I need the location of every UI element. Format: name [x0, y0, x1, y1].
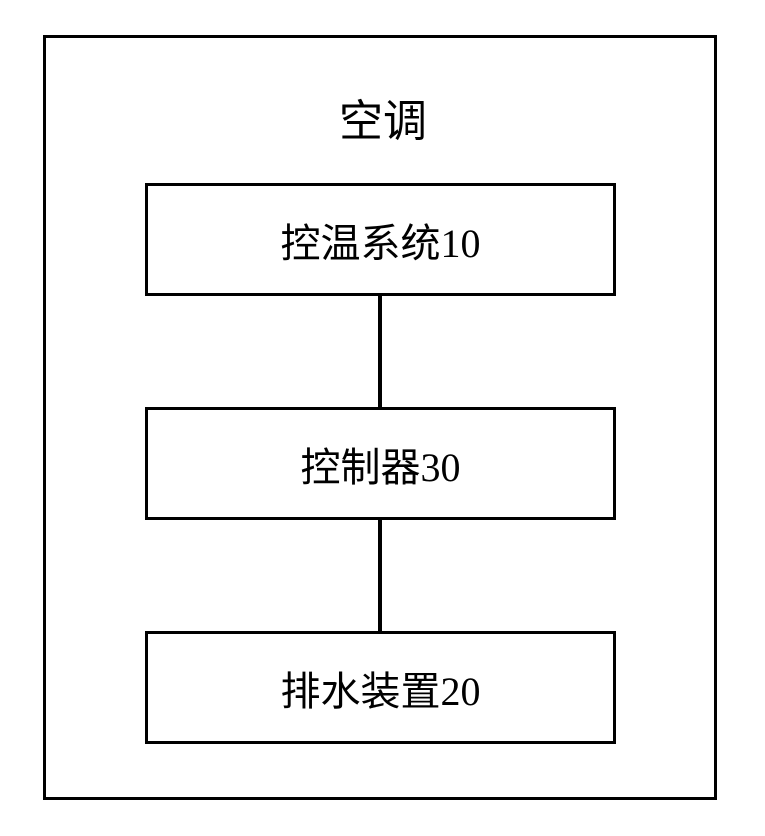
block-label: 控制器30	[301, 435, 461, 493]
block-drainage-device: 排水装置20	[145, 631, 616, 744]
connector-line	[378, 520, 382, 631]
block-label: 控温系统10	[281, 211, 481, 269]
connector-line	[378, 296, 382, 407]
diagram-title: 空调	[333, 85, 433, 149]
block-label: 排水装置20	[281, 659, 481, 717]
block-controller: 控制器30	[145, 407, 616, 520]
block-temperature-control-system: 控温系统10	[145, 183, 616, 296]
